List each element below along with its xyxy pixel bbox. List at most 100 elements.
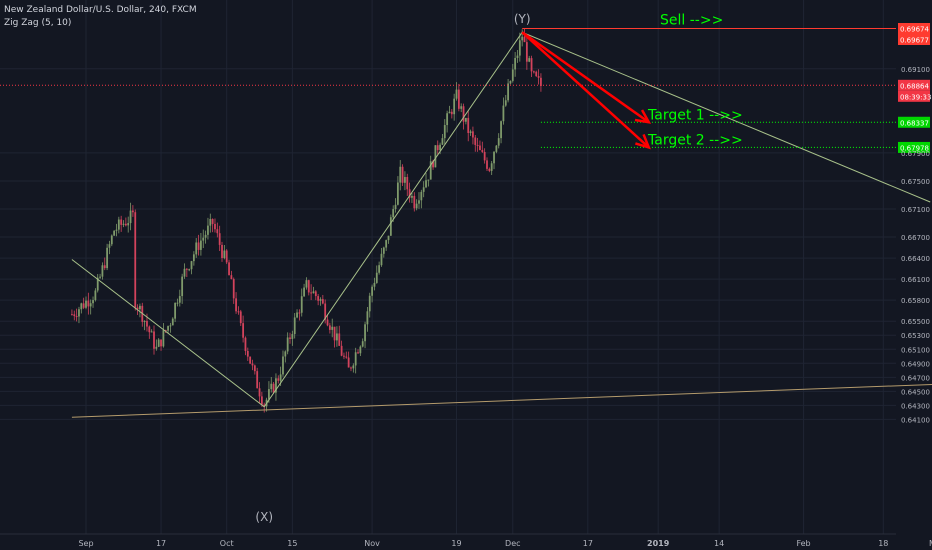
candle-body xyxy=(413,195,416,209)
candle-body xyxy=(401,166,404,183)
candle-body xyxy=(399,166,402,183)
candle-body xyxy=(495,145,498,152)
candle-body xyxy=(160,339,162,347)
candle-body xyxy=(514,57,517,70)
candle-body xyxy=(333,326,336,341)
candle-body xyxy=(183,268,186,277)
candle-body xyxy=(153,331,155,349)
price-tick-label: 0.66400 xyxy=(901,255,930,263)
candle-body xyxy=(418,200,420,204)
candle-body xyxy=(139,305,141,310)
candle-body xyxy=(427,179,430,181)
time-tick-label: 18 xyxy=(878,539,888,548)
symbol-title: New Zealand Dollar/U.S. Dollar, 240, FXC… xyxy=(4,5,197,15)
candle-body xyxy=(396,182,399,205)
candle-body xyxy=(94,290,97,301)
candle-body xyxy=(345,356,348,358)
candle-body xyxy=(359,346,362,354)
candle-body xyxy=(115,229,118,231)
candle-body xyxy=(289,337,291,339)
candle-body xyxy=(429,161,432,180)
candle-body xyxy=(221,244,223,259)
candle-body xyxy=(211,218,214,224)
candle-body xyxy=(214,223,216,230)
candle-body xyxy=(71,314,73,316)
candle-body xyxy=(124,223,127,226)
candle-body xyxy=(237,311,240,313)
price-badge-label: 0.69674 xyxy=(900,26,929,34)
support-trendline xyxy=(71,383,932,418)
candle-body xyxy=(270,383,273,390)
candle-body xyxy=(232,279,235,299)
candle-body xyxy=(490,163,493,171)
candle-body xyxy=(460,106,463,109)
candle-body xyxy=(272,383,275,393)
candles xyxy=(71,28,542,413)
candle-body xyxy=(340,345,343,356)
candle-body xyxy=(422,187,425,192)
candle-body xyxy=(361,341,364,347)
candle-body xyxy=(408,189,411,198)
time-tick-label: 14 xyxy=(714,539,724,548)
candle-body xyxy=(497,138,500,146)
candle-body xyxy=(411,195,413,198)
candle-body xyxy=(523,36,526,43)
price-tick-label: 0.64500 xyxy=(901,388,930,396)
candle-body xyxy=(525,42,528,62)
candle-body xyxy=(89,303,92,307)
price-tick-label: 0.66100 xyxy=(901,276,930,284)
candle-body xyxy=(164,330,167,332)
candle-body xyxy=(260,396,263,405)
candle-body xyxy=(343,355,345,357)
candle-body xyxy=(117,219,120,230)
candle-body xyxy=(532,71,535,73)
candle-body xyxy=(439,144,441,151)
candle-body xyxy=(146,320,148,327)
candle-body xyxy=(75,316,78,318)
candle-body xyxy=(291,334,294,339)
candle-body xyxy=(331,326,334,330)
candle-body xyxy=(188,269,191,271)
candle-body xyxy=(507,83,509,101)
wave-y-label: (Y) xyxy=(514,12,531,26)
time-tick-label: Feb xyxy=(796,539,810,548)
candle-body xyxy=(300,296,303,313)
time-axis[interactable]: Sep 17 Oct 15 Nov 19 Dec 17 2019 14 Feb 18 Ma xyxy=(0,533,932,548)
target-arrow-shaft xyxy=(521,31,650,149)
candle-body xyxy=(223,250,226,259)
zigzag-line xyxy=(71,31,931,408)
candle-body xyxy=(457,89,460,109)
candle-body xyxy=(249,356,252,364)
candle-body xyxy=(303,287,305,297)
time-tick-label: Oct xyxy=(220,539,234,548)
candle-body xyxy=(516,55,519,58)
price-axis[interactable]: 0.69674 0.69677 0.69100 0.68864 08:39:33 0.68… xyxy=(898,23,931,424)
candle-body xyxy=(87,300,90,307)
candle-body xyxy=(389,217,392,236)
candle-body xyxy=(282,356,284,375)
candle-body xyxy=(263,404,266,407)
candle-body xyxy=(474,137,477,145)
price-tick-label: 0.64900 xyxy=(901,360,930,368)
candle-body xyxy=(385,240,388,248)
price-tick-label: 0.69100 xyxy=(901,66,930,74)
candle-body xyxy=(275,378,277,393)
candle-body xyxy=(258,388,261,397)
wave-x-label: (X) xyxy=(255,510,273,524)
candle-body xyxy=(511,69,514,81)
sell-label: Sell -->> xyxy=(660,13,723,29)
price-badge xyxy=(898,90,930,102)
price-badge xyxy=(898,116,930,128)
candle-body xyxy=(197,242,200,250)
candle-body xyxy=(347,357,350,368)
candle-body xyxy=(202,237,205,241)
candle-body xyxy=(481,150,484,152)
candle-body xyxy=(305,280,308,288)
candle-body xyxy=(200,240,202,250)
candle-body xyxy=(293,317,296,335)
candle-body xyxy=(464,117,467,122)
candle-body xyxy=(110,235,113,245)
price-badge xyxy=(898,141,930,153)
candle-body xyxy=(171,318,174,326)
